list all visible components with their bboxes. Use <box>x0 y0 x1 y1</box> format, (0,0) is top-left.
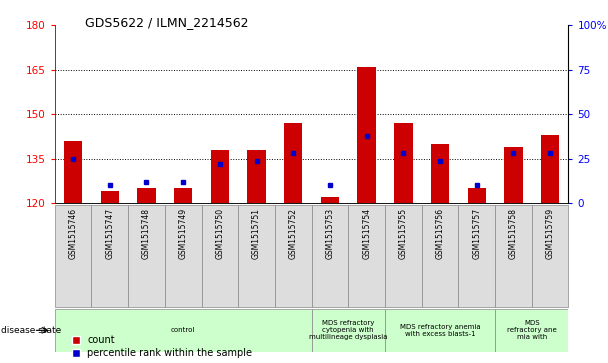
Text: GSM1515747: GSM1515747 <box>105 208 114 259</box>
Text: GSM1515757: GSM1515757 <box>472 208 482 259</box>
Bar <box>55 309 311 352</box>
Bar <box>174 188 192 203</box>
Bar <box>238 205 275 307</box>
Text: GSM1515751: GSM1515751 <box>252 208 261 259</box>
Bar <box>358 67 376 203</box>
Bar <box>137 188 156 203</box>
Bar <box>394 123 412 203</box>
Text: GSM1515754: GSM1515754 <box>362 208 371 259</box>
Bar <box>201 205 238 307</box>
Text: disease state: disease state <box>1 326 61 335</box>
Text: GSM1515748: GSM1515748 <box>142 208 151 259</box>
Legend: count, percentile rank within the sample: count, percentile rank within the sample <box>72 335 252 358</box>
Bar <box>431 144 449 203</box>
Bar <box>468 188 486 203</box>
Bar <box>458 205 495 307</box>
Text: GSM1515758: GSM1515758 <box>509 208 518 259</box>
Text: GSM1515750: GSM1515750 <box>215 208 224 259</box>
Bar <box>128 205 165 307</box>
Text: GSM1515752: GSM1515752 <box>289 208 298 259</box>
Bar <box>504 147 523 203</box>
Bar <box>311 309 385 352</box>
Bar <box>422 205 458 307</box>
Bar <box>165 205 201 307</box>
Bar <box>284 123 302 203</box>
Bar <box>64 141 82 203</box>
Bar <box>275 205 311 307</box>
Text: MDS
refractory ane
mia with: MDS refractory ane mia with <box>507 320 557 340</box>
Bar <box>211 150 229 203</box>
Text: GSM1515756: GSM1515756 <box>435 208 444 259</box>
Text: GSM1515755: GSM1515755 <box>399 208 408 259</box>
Bar <box>495 205 532 307</box>
Bar <box>385 309 495 352</box>
Text: GSM1515749: GSM1515749 <box>179 208 188 259</box>
Text: GSM1515746: GSM1515746 <box>69 208 78 259</box>
Text: MDS refractory
cytopenia with
multilineage dysplasia: MDS refractory cytopenia with multilinea… <box>309 320 387 340</box>
Text: GSM1515759: GSM1515759 <box>545 208 554 259</box>
Bar <box>55 205 91 307</box>
Bar <box>348 205 385 307</box>
Bar <box>91 205 128 307</box>
Bar <box>532 205 568 307</box>
Text: MDS refractory anemia
with excess blasts-1: MDS refractory anemia with excess blasts… <box>399 324 480 337</box>
Bar <box>311 205 348 307</box>
Bar <box>321 197 339 203</box>
Bar <box>495 309 568 352</box>
Text: control: control <box>171 327 195 333</box>
Bar <box>100 191 119 203</box>
Text: GSM1515753: GSM1515753 <box>325 208 334 259</box>
Bar <box>247 150 266 203</box>
Text: GDS5622 / ILMN_2214562: GDS5622 / ILMN_2214562 <box>85 16 249 29</box>
Bar <box>385 205 422 307</box>
Bar <box>541 135 559 203</box>
